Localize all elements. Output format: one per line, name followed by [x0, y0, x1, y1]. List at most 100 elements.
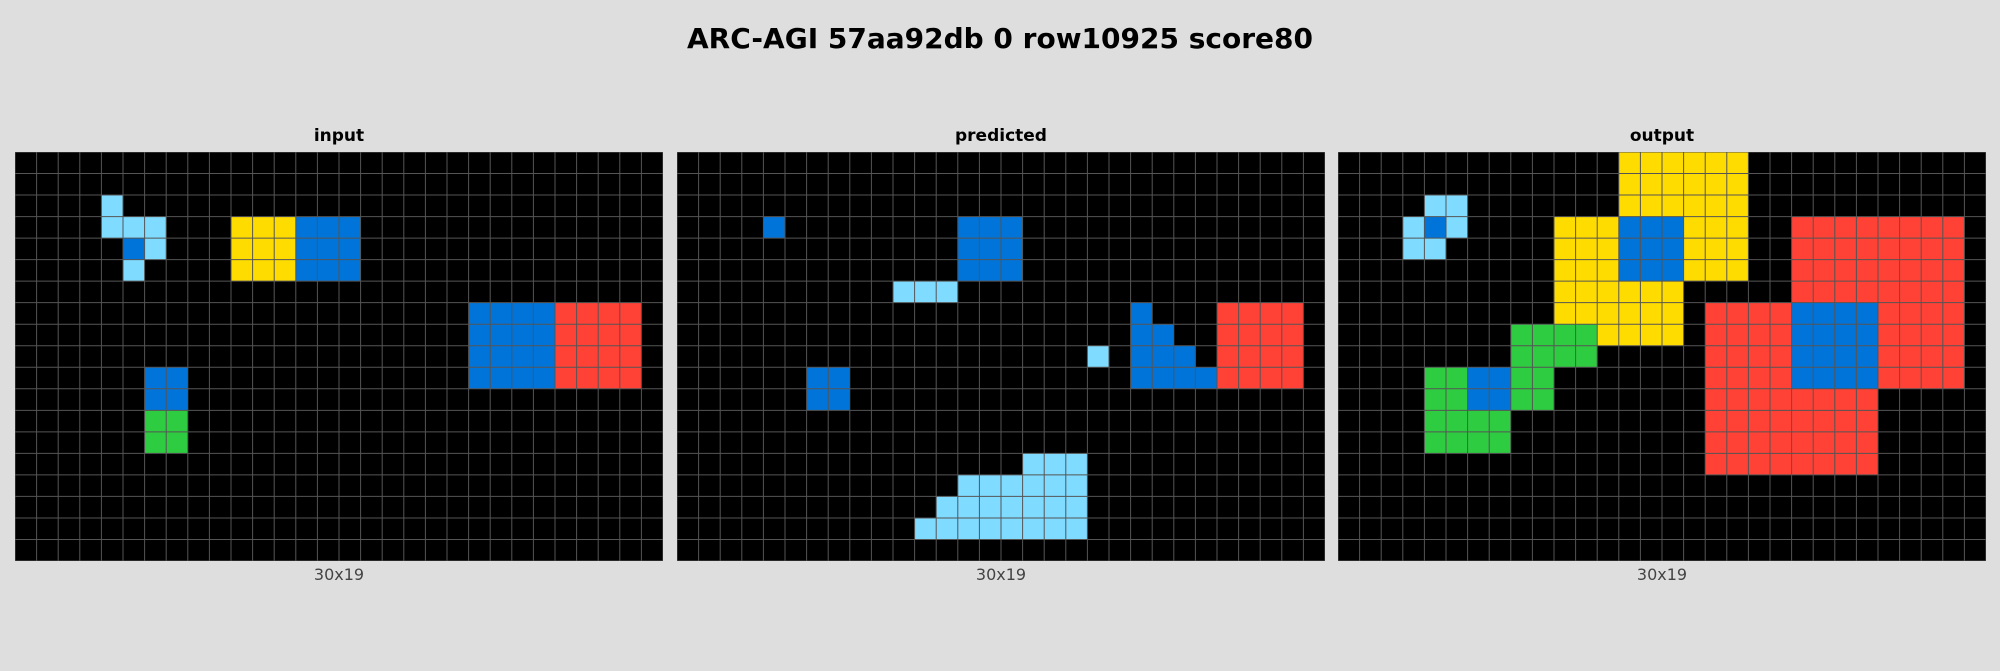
grid-cell	[1683, 216, 1706, 239]
output-grid	[1338, 152, 1986, 561]
grid-cell	[1575, 281, 1598, 303]
grid-cell	[1705, 238, 1727, 260]
grid-cell	[1705, 195, 1727, 217]
grid-cell	[1791, 431, 1814, 454]
grid-cell	[1281, 324, 1304, 346]
grid-cell	[123, 259, 145, 282]
grid-cell	[598, 302, 620, 325]
grid-cell	[1575, 302, 1598, 325]
grid-cell	[1510, 367, 1533, 389]
grid-cell	[1856, 238, 1878, 260]
grid-cell	[1260, 367, 1282, 389]
grid-cell	[1173, 367, 1196, 389]
grid-cell	[1467, 410, 1490, 432]
grid-cell	[1813, 302, 1835, 325]
grid-cell	[1726, 216, 1749, 239]
grid-cell	[1130, 367, 1153, 389]
grid-cell	[1618, 259, 1641, 282]
grid-cell	[1683, 173, 1706, 196]
grid-cell	[252, 259, 275, 282]
grid-cell	[957, 216, 980, 239]
grid-cell	[619, 324, 642, 346]
grid-cell	[1575, 324, 1598, 346]
grid-cell	[1238, 302, 1261, 325]
grid-cell	[1640, 281, 1662, 303]
grid-cell	[1791, 410, 1814, 432]
grid-cell	[1532, 345, 1554, 368]
grid-cell	[1813, 410, 1835, 432]
grid-cell	[1878, 302, 1900, 325]
grid-cell	[1834, 302, 1857, 325]
grid-cell	[1640, 324, 1662, 346]
grid-cell	[1942, 324, 1965, 346]
grid-cell	[533, 367, 555, 389]
grid-cell	[1640, 216, 1662, 239]
grid-cell	[468, 345, 491, 368]
grid-cell	[1856, 453, 1878, 475]
grid-cell	[1575, 216, 1598, 239]
grid-cell	[1597, 281, 1619, 303]
grid-cell	[1942, 259, 1965, 282]
panel-output: output 30x19	[1338, 0, 1986, 671]
figure-title: ARC-AGI 57aa92db 0 row10925 score80	[687, 22, 1313, 55]
grid-cell	[1705, 367, 1727, 389]
grid-cell	[1489, 410, 1511, 432]
grid-cell	[828, 388, 850, 411]
grid-cell	[957, 496, 980, 518]
grid-cell	[1748, 367, 1770, 389]
grid-cell	[1662, 302, 1684, 325]
grid-cell	[1554, 324, 1576, 346]
grid-cell	[555, 302, 577, 325]
grid-cell	[468, 367, 491, 389]
grid-cell	[1856, 324, 1878, 346]
grid-cell	[1238, 324, 1261, 346]
grid-cell	[1705, 388, 1727, 411]
grid-cell	[468, 324, 491, 346]
grid-cell	[1726, 410, 1749, 432]
grid-cell	[1813, 216, 1835, 239]
grid-cell	[1791, 324, 1814, 346]
grid-cell	[1575, 238, 1598, 260]
grid-cell	[1532, 367, 1554, 389]
grid-cell	[1130, 324, 1153, 346]
grid-cell	[936, 517, 958, 540]
grid-cell	[1554, 216, 1576, 239]
grid-cell	[1878, 238, 1900, 260]
grid-cell	[1942, 281, 1965, 303]
grid-cell	[1791, 238, 1814, 260]
grid-cell	[1597, 259, 1619, 282]
grid-cell	[1065, 496, 1088, 518]
grid-cell	[511, 302, 534, 325]
grid-cell	[231, 259, 253, 282]
grid-cell	[1726, 453, 1749, 475]
grid-cell	[1001, 496, 1023, 518]
grid-cell	[1899, 367, 1922, 389]
grid-cell	[1813, 324, 1835, 346]
grid-cell	[1726, 431, 1749, 454]
grid-cell	[1683, 238, 1706, 260]
grid-cell	[1726, 388, 1749, 411]
grid-cell	[1921, 238, 1943, 260]
grid-cell	[1834, 345, 1857, 368]
grid-cell	[1705, 345, 1727, 368]
grid-cell	[1834, 453, 1857, 475]
grid-cell	[274, 238, 296, 260]
grid-cell	[598, 367, 620, 389]
grid-cell	[317, 238, 339, 260]
grid-cell	[1173, 345, 1196, 368]
grid-cell	[1813, 238, 1835, 260]
grid-cell	[1791, 216, 1814, 239]
grid-cell	[1791, 302, 1814, 325]
grid-cell	[252, 238, 275, 260]
grid-cell	[1726, 367, 1749, 389]
grid-cell	[619, 302, 642, 325]
grid-cell	[936, 496, 958, 518]
grid-cell	[1791, 259, 1814, 282]
grid-cell	[1942, 367, 1965, 389]
grid-cell	[252, 216, 275, 239]
grid-cell	[1856, 216, 1878, 239]
grid-cell	[576, 367, 599, 389]
grid-cell	[1662, 216, 1684, 239]
grid-cell	[1726, 152, 1749, 174]
grid-cell	[1467, 431, 1490, 454]
